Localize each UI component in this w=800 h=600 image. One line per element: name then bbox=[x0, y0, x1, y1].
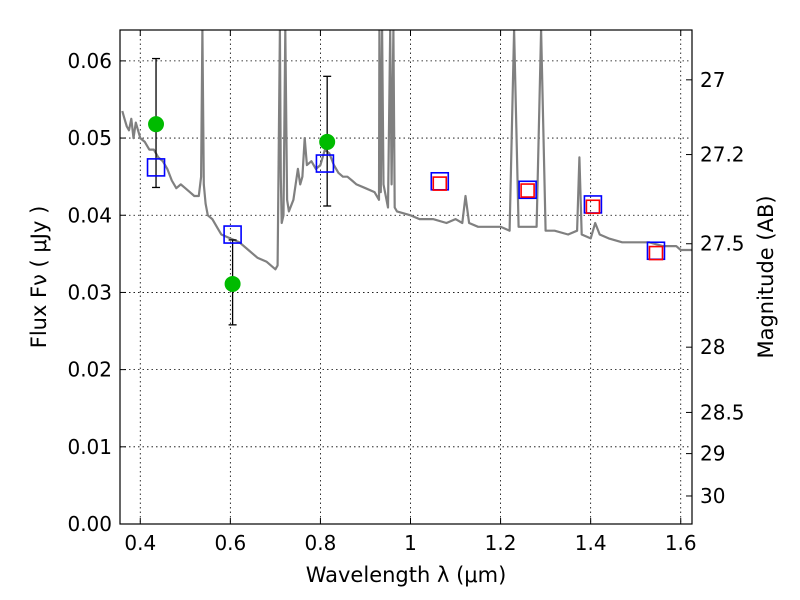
model-point bbox=[518, 180, 537, 200]
y-tick-label: 0.01 bbox=[67, 435, 112, 459]
plot-background bbox=[120, 30, 692, 524]
upper-limit-point bbox=[585, 199, 601, 215]
right-tick-label: 30 bbox=[700, 484, 725, 508]
upper-limit-point bbox=[648, 245, 664, 261]
y-tick-label: 0.05 bbox=[67, 126, 112, 150]
ticks: 0.4 0.6 0.8 1 1.2 1.4 1.6 0.00 0.01 0.02 0.03 0.04 0… bbox=[67, 30, 745, 555]
observed-point bbox=[224, 275, 241, 292]
x-tick-label: 0.4 bbox=[124, 531, 156, 555]
x-tick-label: 0.6 bbox=[214, 531, 246, 555]
y-axis-title: Flux Fν ( μJy ) bbox=[27, 206, 51, 349]
x-tick-label: 0.8 bbox=[305, 531, 337, 555]
x-tick-label: 1.2 bbox=[485, 531, 517, 555]
right-tick-label: 28 bbox=[700, 335, 725, 359]
x-tick-label: 1 bbox=[404, 531, 417, 555]
right-tick-label: 27 bbox=[700, 68, 725, 92]
right-axis-title: Magnitude (AB) bbox=[754, 195, 778, 358]
observed-point bbox=[148, 116, 165, 133]
plot-frame bbox=[119, 29, 693, 525]
marker-layer bbox=[146, 57, 666, 326]
right-tick-label: 27.2 bbox=[700, 143, 745, 167]
right-tick-label: 27.5 bbox=[700, 232, 745, 256]
y-tick-label: 0.02 bbox=[67, 358, 112, 382]
upper-limit-point bbox=[520, 183, 535, 198]
right-tick-label: 29 bbox=[700, 442, 725, 466]
x-axis-title: Wavelength λ (μm) bbox=[306, 563, 507, 587]
x-tick-label: 1.4 bbox=[575, 531, 607, 555]
model-point bbox=[223, 225, 242, 244]
model-point bbox=[146, 158, 166, 177]
y-tick-label: 0.06 bbox=[67, 49, 112, 73]
upper-limit-point bbox=[432, 176, 448, 191]
model-point bbox=[315, 154, 335, 173]
observed-point bbox=[319, 133, 336, 150]
y-tick-label: 0.00 bbox=[67, 512, 112, 536]
right-tick-label: 28.5 bbox=[700, 400, 745, 424]
y-tick-label: 0.04 bbox=[67, 203, 112, 227]
x-tick-label: 1.6 bbox=[665, 531, 697, 555]
y-tick-label: 0.03 bbox=[67, 280, 112, 304]
